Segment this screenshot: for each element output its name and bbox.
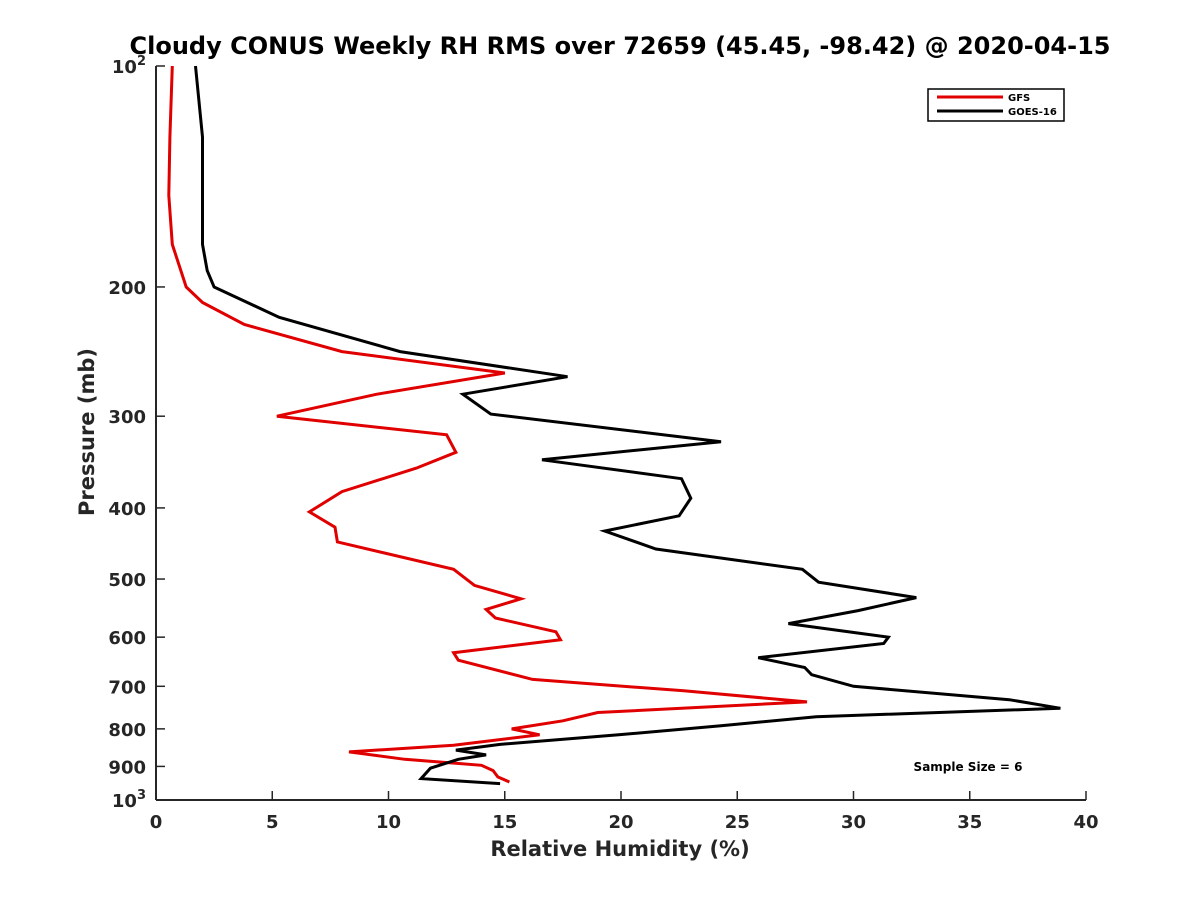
- sample-size-annotation: Sample Size = 6: [914, 760, 1023, 774]
- x-tick-label: 25: [725, 812, 750, 833]
- x-tick-label: 10: [376, 812, 401, 833]
- x-tick-label: 0: [150, 812, 163, 833]
- y-tick-label: 300: [108, 407, 146, 428]
- y-tick-label: 103: [112, 788, 146, 812]
- y-axis: 102 200 300 400 500 600 700 800 900 103: [108, 54, 165, 812]
- legend-box: [927, 88, 1065, 122]
- y-tick-label: 102: [112, 54, 146, 78]
- x-tick-label: 5: [266, 812, 279, 833]
- x-axis-label: Relative Humidity (%): [490, 837, 749, 861]
- x-tick-label: 30: [841, 812, 866, 833]
- y-axis-label: Pressure (mb): [75, 348, 99, 516]
- y-tick-label: 900: [108, 757, 146, 778]
- x-tick-label: 40: [1073, 812, 1098, 833]
- x-axis: 0 5 10 15 20 25 30 35 40: [150, 791, 1099, 833]
- x-tick-label: 15: [492, 812, 517, 833]
- series-line-gfs: [167, 65, 808, 784]
- x-tick-label: 35: [957, 812, 982, 833]
- x-tick-label: 20: [608, 812, 633, 833]
- y-tick-label: 600: [108, 628, 146, 649]
- legend-label-gfs: GFS: [1008, 93, 1030, 104]
- legend-label-goes-16: GOES-16: [1008, 107, 1057, 118]
- chart-title: Cloudy CONUS Weekly RH RMS over 72659 (4…: [130, 32, 1111, 60]
- y-tick-label: 700: [108, 677, 146, 698]
- y-tick-label: 800: [108, 720, 146, 741]
- y-tick-label: 400: [108, 499, 146, 520]
- series-line-goes-16: [194, 65, 1061, 786]
- series-group: [167, 65, 1061, 786]
- y-tick-label: 200: [108, 278, 146, 299]
- y-tick-label: 500: [108, 570, 146, 591]
- legend: GFS GOES-16: [927, 88, 1065, 122]
